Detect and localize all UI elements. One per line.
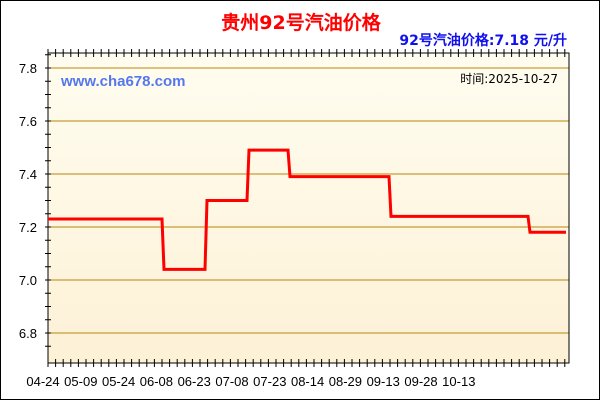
current-price: 92号汽油价格:7.18 元/升	[399, 32, 567, 49]
y-tick-label: 7.6	[19, 114, 37, 129]
y-tick-label: 6.8	[19, 326, 37, 341]
price-line	[48, 148, 566, 271]
y-tick-label: 7.0	[19, 273, 37, 288]
x-tick-label: 07-08	[215, 374, 248, 389]
x-tick-label: 05-24	[102, 374, 135, 389]
x-tick-label: 06-23	[178, 374, 211, 389]
x-tick-label: 09-28	[404, 374, 437, 389]
x-tick-label: 08-14	[291, 374, 324, 389]
x-tick-label: 04-24	[26, 374, 59, 389]
date-label: 时间:2025-10-27	[460, 72, 558, 86]
y-tick-label: 7.2	[19, 220, 37, 235]
chart-title: 贵州92号汽油价格	[221, 11, 381, 34]
watermark: www.cha678.com	[60, 73, 186, 90]
plot-area	[48, 53, 569, 363]
plot-border	[47, 52, 570, 364]
x-tick-label: 07-23	[253, 374, 286, 389]
y-tick-label: 7.8	[19, 61, 37, 76]
x-tick-label: 10-13	[442, 374, 475, 389]
y-tick-label: 7.4	[19, 167, 37, 182]
x-tick-label: 05-09	[64, 374, 97, 389]
x-tick-label: 06-08	[140, 374, 173, 389]
x-tick-label: 08-29	[329, 374, 362, 389]
x-tick-label: 09-13	[367, 374, 400, 389]
